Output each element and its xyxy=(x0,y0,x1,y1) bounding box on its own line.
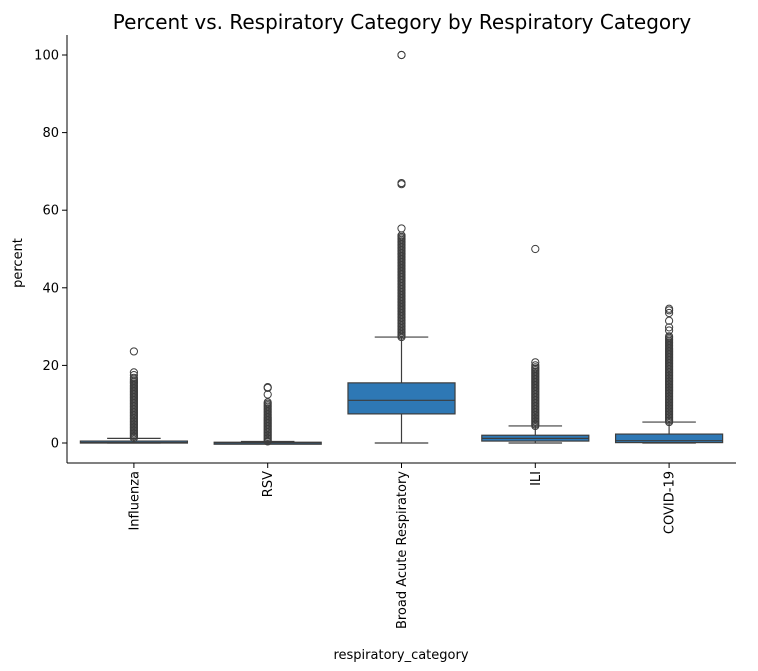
box-group xyxy=(347,50,456,444)
outlier-point xyxy=(263,383,272,392)
y-tick-label: 20 xyxy=(42,359,59,374)
y-axis-ticks: 0 20 40 60 80 100 xyxy=(34,49,67,452)
outlier-point xyxy=(665,308,674,318)
outlier-point xyxy=(129,371,138,380)
box-group xyxy=(481,244,590,444)
box-group xyxy=(614,304,724,444)
plot-area xyxy=(79,50,724,446)
x-axis-ticks: Influenza RSV Broad Acute Respiratory ILI CO… xyxy=(127,463,678,629)
box-group xyxy=(213,383,322,446)
outlier-point xyxy=(263,398,272,407)
y-axis-label: percent xyxy=(11,238,26,288)
chart-title: Percent vs. Respiratory Category by Resp… xyxy=(113,10,692,34)
outlier-point xyxy=(531,361,540,370)
iqr-box xyxy=(614,433,724,444)
box-group xyxy=(79,347,189,444)
iqr-box xyxy=(347,382,456,415)
outlier-point xyxy=(129,368,138,377)
y-tick-label: 40 xyxy=(42,281,59,296)
x-tick-label: ILI xyxy=(529,471,544,486)
x-tick-label: RSV xyxy=(261,471,276,497)
x-tick-label: Influenza xyxy=(127,471,142,531)
outlier-point xyxy=(665,326,674,335)
outlier-point xyxy=(397,178,406,188)
outlier-point xyxy=(129,373,138,382)
outlier-point xyxy=(665,316,674,325)
y-tick-label: 0 xyxy=(51,437,59,452)
outlier-point xyxy=(531,244,540,254)
outlier-point xyxy=(397,224,406,233)
outlier-point xyxy=(531,358,540,367)
outlier-point xyxy=(129,347,138,356)
outlier-point xyxy=(665,323,674,332)
y-tick-label: 60 xyxy=(42,204,59,219)
x-tick-label: COVID-19 xyxy=(663,471,678,534)
x-axis-label: respiratory_category xyxy=(333,648,468,663)
y-tick-label: 80 xyxy=(42,126,59,141)
x-tick-label: Broad Acute Respiratory xyxy=(395,471,410,629)
outlier-point xyxy=(665,304,674,313)
outlier-point xyxy=(665,332,674,341)
outlier-point xyxy=(397,50,406,60)
y-tick-label: 100 xyxy=(34,49,59,64)
